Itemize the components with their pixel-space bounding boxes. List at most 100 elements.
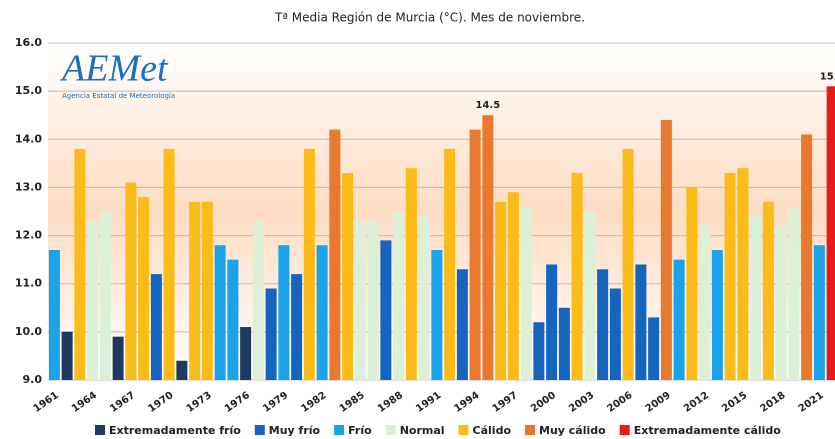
chart-title: Tª Media Región de Murcia (°C). Mes de n… xyxy=(274,11,585,25)
bar xyxy=(520,206,532,380)
bar xyxy=(393,211,405,380)
bar xyxy=(469,129,481,380)
bar xyxy=(673,259,685,380)
bar xyxy=(367,221,379,380)
bar xyxy=(291,274,303,380)
bar xyxy=(380,240,392,380)
legend-label: Muy cálido xyxy=(539,424,606,437)
bar xyxy=(482,115,494,380)
bar xyxy=(61,331,73,380)
y-tick-label: 13.0 xyxy=(15,180,42,193)
x-tick-label: 1997 xyxy=(491,390,520,415)
bar xyxy=(444,148,456,380)
y-tick-label: 16.0 xyxy=(15,36,42,49)
legend-label: Frío xyxy=(348,424,372,437)
x-tick-label: 1961 xyxy=(32,390,61,415)
bar xyxy=(801,134,813,380)
bar xyxy=(125,182,137,380)
legend-label: Extremadamente cálido xyxy=(634,424,782,437)
y-tick-label: 12.0 xyxy=(15,229,42,242)
bar xyxy=(456,269,468,380)
bar xyxy=(737,168,749,380)
bar xyxy=(813,245,825,380)
bar xyxy=(546,264,558,380)
x-tick-label: 2003 xyxy=(567,390,596,415)
legend-swatch xyxy=(385,425,396,435)
bar xyxy=(316,245,328,380)
legend-label: Normal xyxy=(400,424,445,437)
x-tick-label: 1973 xyxy=(185,390,214,415)
y-tick-label: 15.0 xyxy=(15,84,42,97)
bar xyxy=(418,216,430,380)
x-tick-label: 2021 xyxy=(797,390,826,415)
bar xyxy=(788,206,800,380)
bar xyxy=(533,322,545,380)
bar xyxy=(163,148,175,380)
bar xyxy=(87,221,99,380)
x-tick-label: 2015 xyxy=(720,390,749,415)
bar xyxy=(265,288,277,380)
bar xyxy=(214,245,226,380)
bar xyxy=(597,269,609,380)
bar xyxy=(648,317,660,380)
bar xyxy=(507,192,519,380)
bar xyxy=(278,245,290,380)
bar xyxy=(699,225,711,380)
x-tick-label: 2018 xyxy=(758,390,787,415)
bar xyxy=(622,148,634,380)
bar xyxy=(240,327,252,380)
y-tick-label: 14.0 xyxy=(15,132,42,145)
legend-swatch xyxy=(619,425,630,435)
data-label: 15.1 xyxy=(820,71,835,82)
legend-swatch xyxy=(254,425,265,435)
legend-label: Muy frío xyxy=(269,424,321,437)
bar xyxy=(138,197,150,380)
bar xyxy=(826,86,835,380)
bar xyxy=(686,187,698,380)
legend-swatch xyxy=(334,425,345,435)
legend-swatch xyxy=(95,425,105,435)
bar xyxy=(584,211,596,380)
bar xyxy=(762,201,774,380)
bar xyxy=(99,211,111,380)
bar xyxy=(74,148,86,380)
y-tick-label: 11.0 xyxy=(15,277,42,290)
legend-label: Cálido xyxy=(473,424,512,437)
x-tick-label: 1982 xyxy=(299,390,328,415)
x-tick-label: 1988 xyxy=(376,390,405,415)
x-tick-label: 1979 xyxy=(261,390,290,415)
x-tick-label: 1970 xyxy=(146,390,175,415)
x-tick-label: 2009 xyxy=(644,390,673,415)
bar xyxy=(660,120,672,381)
bar xyxy=(711,250,723,380)
bar xyxy=(201,201,213,380)
bar xyxy=(227,259,239,380)
bar xyxy=(431,250,443,380)
bar xyxy=(48,250,60,380)
bar xyxy=(724,172,736,380)
x-tick-label: 1964 xyxy=(70,390,99,415)
legend-label: Extremadamente frío xyxy=(109,424,241,437)
bar xyxy=(775,225,787,380)
legend-swatch xyxy=(525,425,535,435)
bar xyxy=(571,172,583,380)
data-label: 14.5 xyxy=(476,100,501,111)
x-tick-label: 2006 xyxy=(605,390,634,415)
x-tick-label: 1991 xyxy=(414,390,443,415)
x-tick-label: 1967 xyxy=(108,390,137,415)
x-tick-label: 1985 xyxy=(338,390,367,415)
bar xyxy=(303,148,315,380)
y-tick-label: 10.0 xyxy=(15,325,42,338)
x-tick-label: 1994 xyxy=(452,390,481,415)
x-tick-label: 2012 xyxy=(682,390,711,415)
bar xyxy=(252,221,264,380)
logo-subtitle: Agencia Estatal de Meteorología xyxy=(62,92,175,100)
bar xyxy=(354,221,366,380)
bar xyxy=(150,274,162,380)
legend-swatch xyxy=(458,425,469,435)
y-tick-label: 9.0 xyxy=(23,373,43,386)
bar xyxy=(342,172,354,380)
bar xyxy=(112,336,124,380)
bar xyxy=(405,168,417,380)
